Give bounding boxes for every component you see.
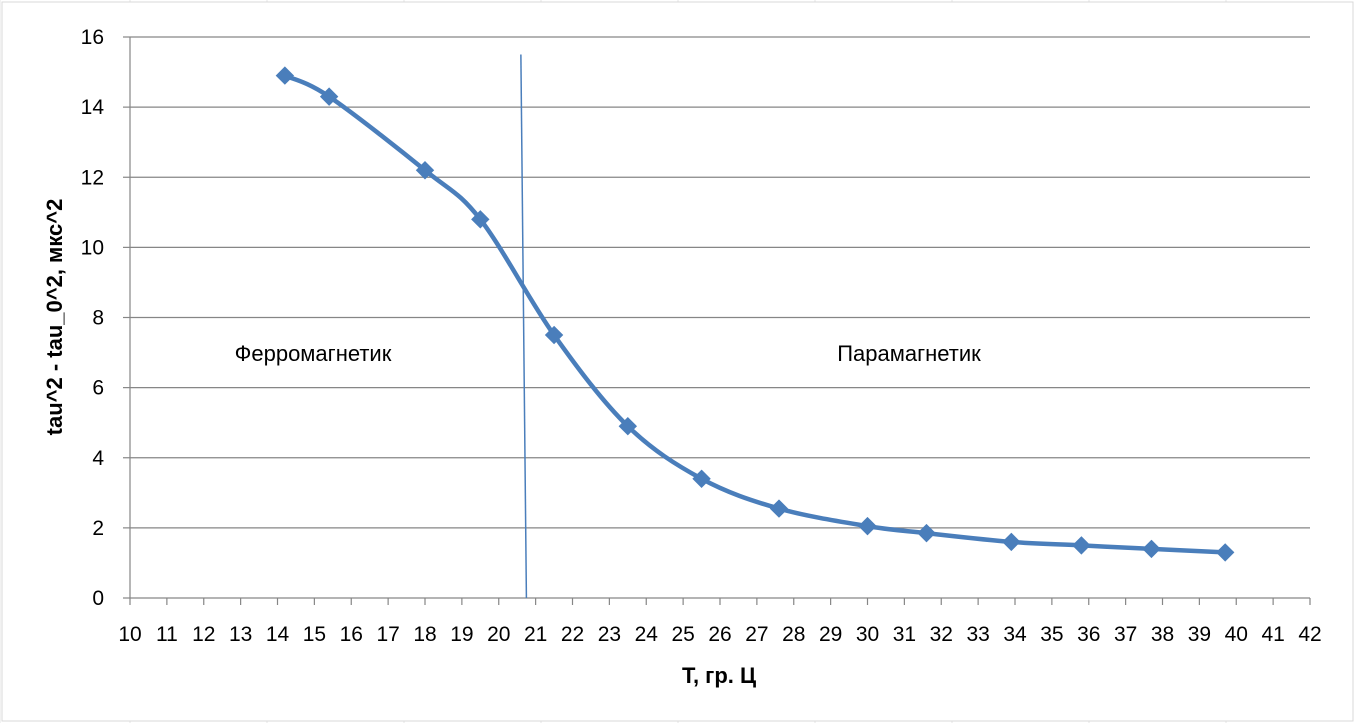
y-tick-label: 6 bbox=[92, 377, 104, 400]
x-tick-label: 14 bbox=[266, 623, 290, 646]
x-tick-label: 17 bbox=[376, 623, 399, 646]
x-tick-label: 16 bbox=[340, 623, 363, 646]
phase-boundary-line bbox=[520, 54, 528, 599]
data-point-marker bbox=[471, 210, 490, 229]
x-tick-label: 15 bbox=[303, 623, 326, 646]
x-tick-label: 34 bbox=[1003, 623, 1027, 646]
x-tick-label: 41 bbox=[1261, 623, 1284, 646]
x-tick-label: 24 bbox=[635, 623, 659, 646]
data-point-marker bbox=[769, 499, 789, 518]
data-point-marker bbox=[858, 516, 877, 536]
x-tick-label: 12 bbox=[192, 623, 215, 646]
x-tick-label: 28 bbox=[782, 623, 805, 646]
data-point-marker bbox=[618, 416, 638, 436]
data-point-marker bbox=[415, 161, 435, 180]
y-tick-labels: 0 2 4 6 8 10 12 14 16 bbox=[81, 26, 105, 610]
data-point-marker bbox=[1072, 536, 1091, 555]
annotation-ferromagnet: Ферромагнетик bbox=[235, 341, 392, 366]
x-axis-title: T, гр. Ц bbox=[682, 663, 756, 688]
x-tick-label: 29 bbox=[819, 623, 842, 646]
x-tick-label: 30 bbox=[856, 623, 879, 646]
x-tick-label: 42 bbox=[1298, 623, 1321, 646]
x-tick-label: 38 bbox=[1151, 623, 1174, 646]
data-point-marker bbox=[544, 325, 564, 345]
y-tick-label: 14 bbox=[81, 96, 105, 119]
data-point-marker bbox=[275, 66, 295, 85]
data-point-marker bbox=[1142, 539, 1161, 559]
y-axis-title: tau^2 - tau_0^2, мкс^2 bbox=[42, 199, 67, 436]
y-tick-label: 8 bbox=[92, 307, 104, 330]
x-tick-label: 10 bbox=[118, 623, 141, 646]
x-tick-label: 18 bbox=[413, 623, 436, 646]
series-line bbox=[283, 73, 1226, 555]
x-tick-label: 21 bbox=[524, 623, 547, 646]
x-tick-label: 39 bbox=[1188, 623, 1211, 646]
x-tick-label: 26 bbox=[708, 623, 731, 646]
x-tick-label: 36 bbox=[1077, 623, 1100, 646]
x-tick-label: 11 bbox=[156, 623, 178, 646]
data-point-marker bbox=[1215, 543, 1235, 562]
x-tick-label: 40 bbox=[1225, 623, 1248, 646]
y-tick-label: 12 bbox=[81, 166, 104, 189]
data-point-marker bbox=[917, 523, 936, 543]
axes bbox=[123, 36, 1311, 605]
x-tick-label: 27 bbox=[745, 623, 768, 646]
x-tick-label: 13 bbox=[229, 623, 252, 646]
data-point-marker bbox=[692, 469, 711, 488]
x-tick-label: 32 bbox=[930, 623, 953, 646]
x-tick-label: 25 bbox=[671, 623, 694, 646]
data-point-marker bbox=[319, 87, 339, 106]
x-tick-label: 23 bbox=[598, 623, 621, 646]
x-tick-label: 35 bbox=[1040, 623, 1063, 646]
x-tick-label: 19 bbox=[450, 623, 473, 646]
y-tick-label: 10 bbox=[81, 236, 104, 259]
x-tick-label: 37 bbox=[1114, 623, 1137, 646]
y-tick-label: 0 bbox=[92, 587, 104, 610]
y-tick-label: 16 bbox=[81, 26, 104, 49]
x-tick-label: 20 bbox=[487, 623, 510, 646]
x-tick-label: 33 bbox=[966, 623, 989, 646]
y-tick-label: 2 bbox=[92, 517, 104, 540]
annotation-paramagnet: Парамагнетик bbox=[837, 341, 981, 366]
gridlines bbox=[130, 36, 1310, 529]
data-point-marker bbox=[1002, 532, 1021, 552]
x-tick-label: 22 bbox=[561, 623, 584, 646]
y-tick-label: 4 bbox=[92, 447, 104, 470]
x-tick-labels: 10 11 12 13 14 15 16 17 18 19 20 21 22 23 24 25 26 27 28 29… bbox=[118, 623, 1321, 646]
x-tick-label: 31 bbox=[893, 623, 916, 646]
series-group bbox=[275, 66, 1235, 562]
boundary-line bbox=[520, 54, 528, 599]
